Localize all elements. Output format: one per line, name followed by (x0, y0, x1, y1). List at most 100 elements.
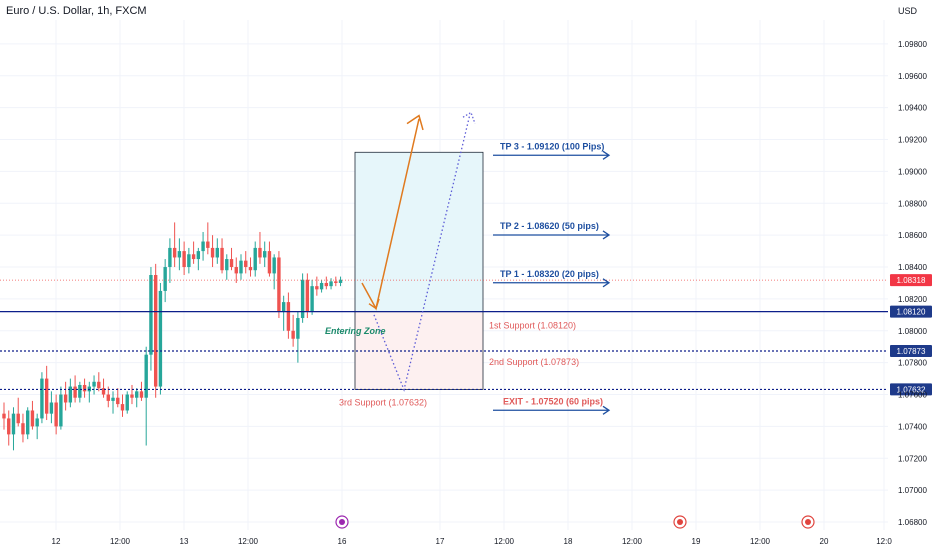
current-price-tag-label: 1.08318 (897, 276, 926, 285)
axes: 1.09800 1.09600 1.09400 1.09200 1.09000 1.088… (52, 40, 928, 546)
current-price-tag: 1.08318 (890, 274, 932, 287)
candle (296, 311, 300, 363)
candle (59, 386, 63, 430)
candle-body (139, 391, 144, 398)
position-zone (354, 151, 484, 390)
take-profit-target: TP 1 - 1.08320 (20 pips) (493, 269, 611, 288)
y-tick-label: 1.07200 (898, 454, 927, 463)
candle-body (153, 275, 158, 387)
candle-body (16, 413, 20, 424)
candle (172, 222, 177, 268)
support-levels: 1.08120 1st Support (1.08120) 1.07873 2nd S… (0, 274, 932, 407)
y-tick-label: 1.09000 (898, 167, 927, 176)
candle (82, 378, 87, 398)
candle (158, 282, 163, 395)
candle-body (30, 410, 35, 427)
x-tick-label: 12:00 (622, 537, 643, 546)
candle-body (106, 394, 110, 401)
candle-body (144, 354, 148, 398)
candle (163, 259, 167, 303)
support-label: 1st Support (1.08120) (489, 321, 576, 331)
candle-body (40, 378, 44, 419)
candle (11, 407, 16, 451)
candle-body (196, 251, 201, 260)
y-tick-label: 1.08800 (898, 199, 927, 208)
candle (258, 231, 262, 264)
price-tag: 1.08120 (890, 305, 932, 318)
us-flag-event-icon (673, 515, 687, 529)
x-tick-label: 12:00 (238, 537, 259, 546)
candle-body (296, 318, 300, 339)
candle (130, 384, 134, 405)
candle-body (82, 384, 87, 392)
candle-body (281, 302, 286, 312)
candle (239, 254, 243, 280)
exit-target: EXIT - 1.07520 (60 pips) (493, 396, 611, 415)
price-tag-label: 1.07632 (897, 385, 926, 394)
candle (54, 394, 58, 435)
candle-body (130, 394, 134, 398)
y-tick-label: 1.09600 (898, 72, 927, 81)
candle (73, 375, 77, 403)
candle (26, 407, 30, 440)
candle (30, 400, 35, 430)
candle-body (49, 402, 54, 414)
y-tick-label: 1.09200 (898, 136, 927, 145)
candle-body (187, 254, 191, 268)
candle (21, 413, 25, 443)
candle-body (191, 254, 196, 260)
candle (97, 372, 101, 392)
support-label: 3rd Support (1.07632) (339, 397, 427, 407)
candle-body (201, 241, 205, 252)
lightning-event-icon-dot (339, 519, 345, 525)
candle-body (324, 282, 329, 287)
x-tick-label: 13 (180, 537, 189, 546)
y-tick-label: 1.08200 (898, 295, 927, 304)
candle-body (239, 260, 243, 274)
candle-body (272, 257, 276, 274)
price-tag: 1.07873 (890, 345, 932, 358)
target-label: TP 3 - 1.09120 (100 Pips) (500, 141, 604, 151)
candle (286, 292, 291, 339)
y-tick-label: 1.07400 (898, 422, 927, 431)
candle-body (35, 418, 39, 427)
candle-body (277, 257, 281, 312)
candle-body (78, 384, 82, 398)
candle-body (234, 267, 238, 274)
price-tag-bg (890, 383, 932, 396)
candle-body (44, 378, 49, 414)
candle-body (215, 247, 219, 258)
candle (281, 295, 286, 331)
candle-body (206, 241, 210, 248)
candle (40, 372, 44, 424)
candle (44, 365, 49, 421)
candle-body (158, 290, 163, 387)
candle (277, 251, 281, 319)
y-tick-label: 1.06800 (898, 518, 927, 527)
candle (291, 314, 295, 347)
candle (334, 276, 338, 287)
candle-body (248, 267, 253, 271)
candle (149, 267, 153, 371)
drawings (361, 111, 476, 392)
y-tick-label: 1.08400 (898, 263, 927, 272)
forecast-arrowhead-orange-top (406, 114, 424, 131)
candle-body (310, 286, 314, 312)
price-tag-bg (890, 305, 932, 318)
price-tag-bg (890, 345, 932, 358)
candle-body (172, 247, 177, 258)
candle-body (338, 279, 343, 283)
y-tick-label: 1.09800 (898, 40, 927, 49)
candle (229, 247, 234, 271)
candle (125, 391, 129, 414)
x-tick-label: 12 (52, 537, 61, 546)
candle-body (182, 251, 186, 268)
price-tag-label: 1.08120 (897, 308, 926, 317)
target-label: TP 2 - 1.08620 (50 pips) (500, 221, 599, 231)
candle (196, 247, 201, 271)
candle (272, 254, 276, 290)
candle (253, 241, 257, 277)
x-tick-label: 12:00 (750, 537, 771, 546)
